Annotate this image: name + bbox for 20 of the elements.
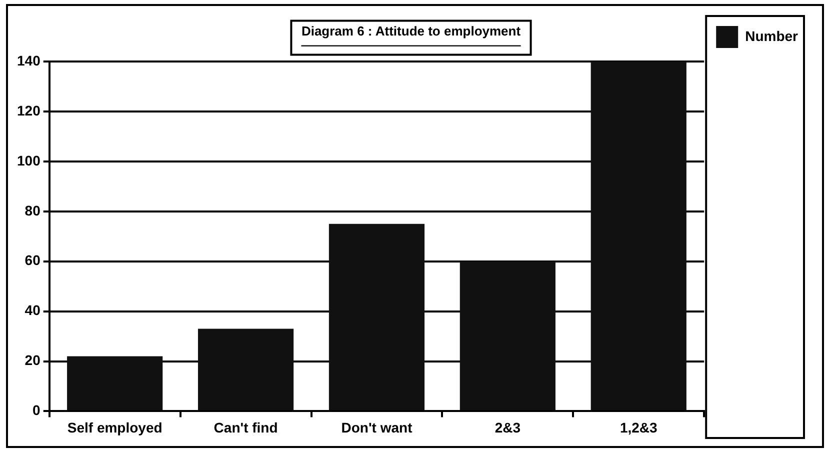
bar <box>460 261 556 410</box>
y-tick-label: 140 <box>17 52 41 68</box>
bar <box>67 356 163 410</box>
x-tick-label: Self employed <box>67 419 162 436</box>
bar <box>328 224 425 410</box>
bar <box>590 62 686 410</box>
x-tick-label: Can't find <box>214 419 278 436</box>
y-tick-label: 60 <box>24 252 41 268</box>
bar <box>198 328 294 410</box>
x-tick-label: 2&3 <box>494 419 521 436</box>
y-tick-label: 40 <box>24 302 41 318</box>
y-tick-label: 20 <box>24 352 41 368</box>
x-tick-label: Don't want <box>341 419 413 436</box>
y-tick-label: 120 <box>17 102 41 118</box>
y-tick-label: 0 <box>32 402 41 418</box>
y-tick-label: 80 <box>24 202 41 218</box>
x-tick-label: 1,2&3 <box>620 419 658 436</box>
y-tick-label: 100 <box>17 152 41 168</box>
chart-title: Diagram 6 : Attitude to employment <box>301 23 522 38</box>
legend-label: Number <box>745 28 799 44</box>
